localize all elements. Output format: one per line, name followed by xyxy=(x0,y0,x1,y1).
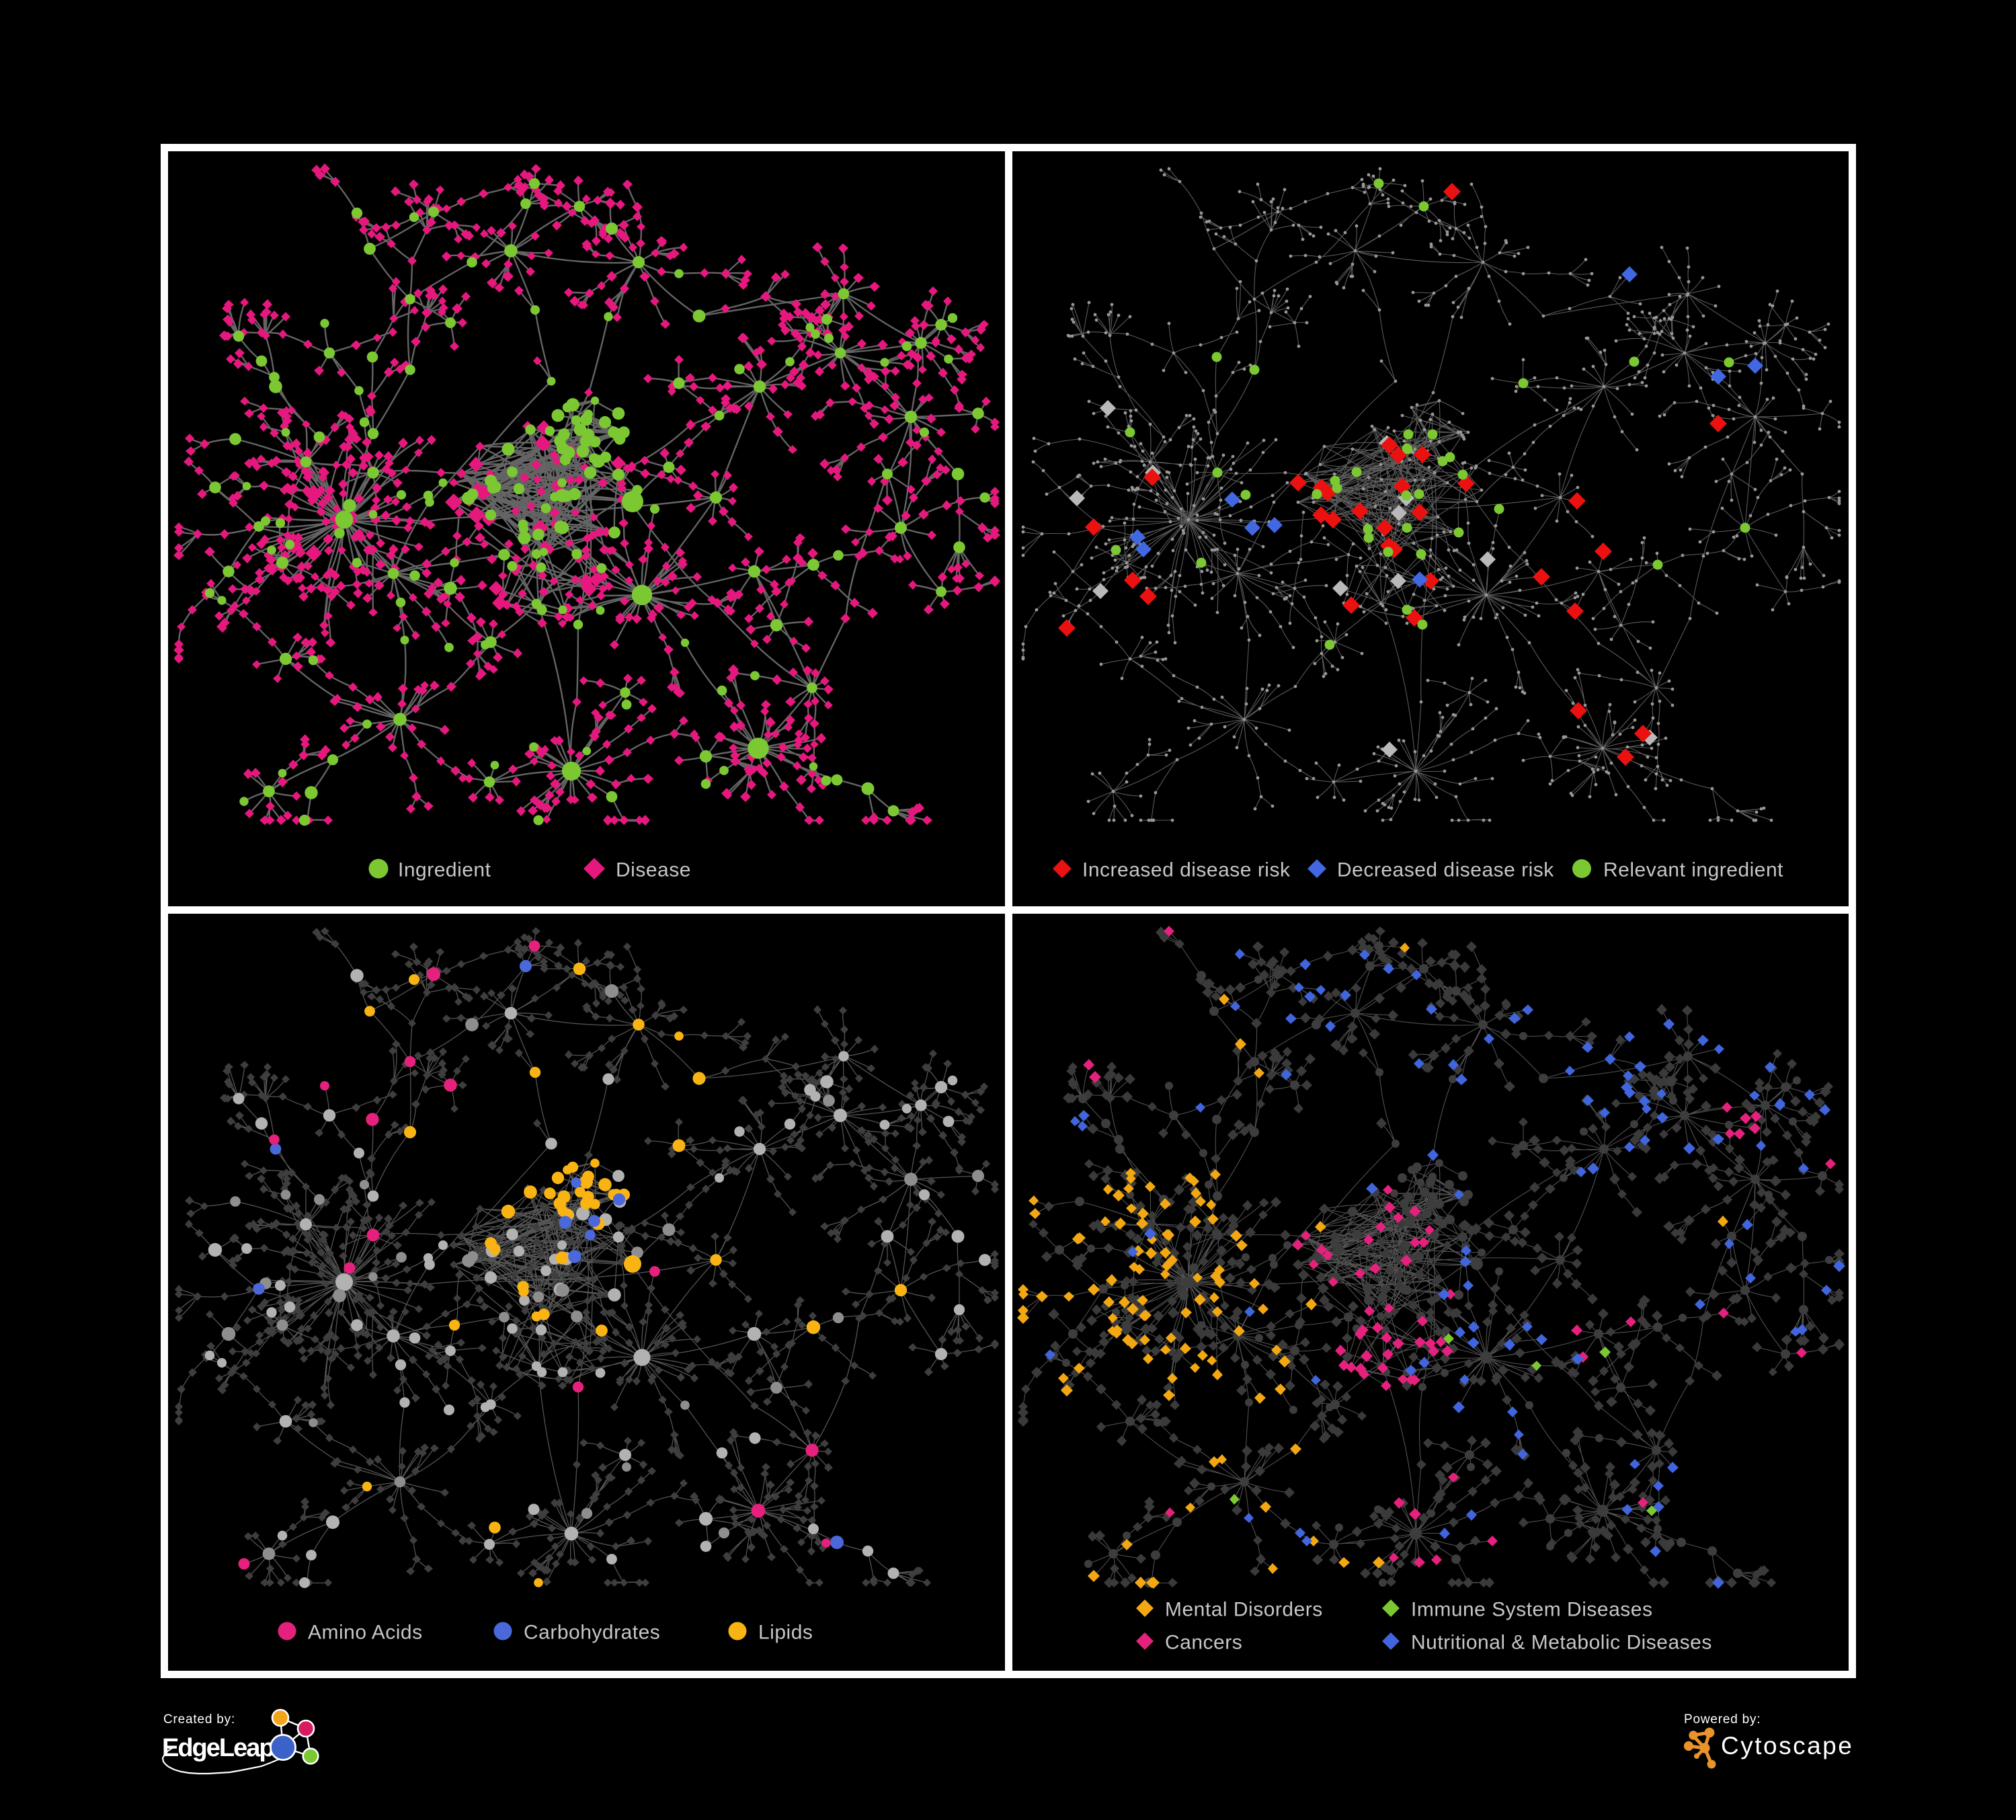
svg-text:Disease: Disease xyxy=(616,859,691,881)
svg-text:Mental Disorders: Mental Disorders xyxy=(1165,1599,1323,1621)
svg-text:Nutritional & Metabolic Diseas: Nutritional & Metabolic Diseases xyxy=(1411,1632,1712,1654)
svg-text:Powered by:: Powered by: xyxy=(1684,1712,1761,1727)
svg-text:Decreased disease risk: Decreased disease risk xyxy=(1337,859,1554,881)
svg-text:Increased disease risk: Increased disease risk xyxy=(1082,859,1291,881)
svg-text:Created by:: Created by: xyxy=(163,1712,235,1727)
svg-text:Amino Acids: Amino Acids xyxy=(308,1622,423,1644)
svg-text:Cytoscape: Cytoscape xyxy=(1721,1732,1853,1759)
svg-text:Carbohydrates: Carbohydrates xyxy=(524,1622,660,1644)
svg-text:Cancers: Cancers xyxy=(1165,1632,1242,1654)
svg-text:Lipids: Lipids xyxy=(758,1622,813,1644)
svg-text:EdgeLeap: EdgeLeap xyxy=(162,1734,274,1762)
svg-text:Ingredient: Ingredient xyxy=(398,859,491,881)
svg-text:Immune System Diseases: Immune System Diseases xyxy=(1411,1599,1652,1621)
svg-text:Relevant ingredient: Relevant ingredient xyxy=(1603,859,1783,881)
